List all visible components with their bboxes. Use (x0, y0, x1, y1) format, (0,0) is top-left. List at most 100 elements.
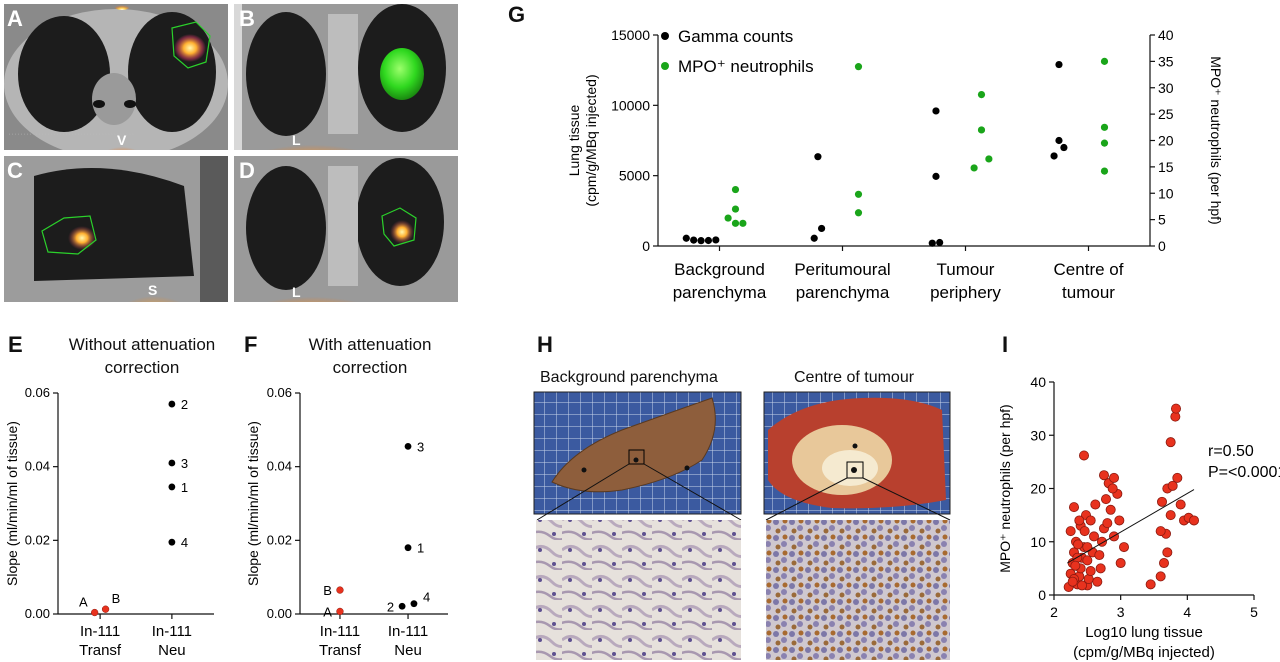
x-axis-label-line1: Log10 lung tissue (1085, 624, 1203, 641)
x-tick-label: Neu (394, 642, 422, 659)
data-point (101, 605, 110, 613)
y-tick-label: 0.06 (267, 385, 292, 400)
y-tick-label-right: 15 (1158, 159, 1174, 175)
histology-background-parenchyma (536, 520, 741, 660)
chart-i: 0 10 20 30 40 2 3 4 5 MPO⁺ neutrophils (per hpf) L… (997, 374, 1280, 661)
y-tick-label: 0.00 (267, 606, 292, 621)
x-tick-label: Centre of (1054, 260, 1124, 279)
data-point (168, 538, 176, 546)
data-point (168, 459, 176, 467)
y-tick-label: 0.02 (267, 532, 292, 547)
point-label: 3 (181, 456, 188, 471)
y-axis-label-left-line1: Lung tissue (566, 104, 582, 176)
annotation-p: P=<0.0001 (1208, 464, 1280, 481)
data-point (682, 234, 690, 242)
x-tick-label: In-111 (80, 623, 120, 640)
ct-scan-coronal-2 (234, 156, 458, 302)
data-point (854, 63, 863, 71)
data-point (1115, 558, 1126, 569)
point-label: A (79, 595, 88, 610)
x-tick-label: parenchyma (796, 283, 890, 302)
data-point (168, 400, 176, 408)
y-tick-label: 30 (1030, 427, 1046, 443)
data-point (1055, 136, 1063, 145)
data-point (817, 224, 826, 233)
data-point (1172, 472, 1183, 483)
chart-g: 0 5000 10000 15000 0 5 10 15 20 25 30 35 40 Lung tiss… (566, 27, 1224, 302)
data-point (1167, 480, 1178, 491)
x-tick-label: In-111 (388, 623, 428, 640)
data-point (932, 107, 940, 115)
histology-figure (533, 391, 951, 660)
organ-label: S (148, 282, 158, 298)
y-tick-label: 0.04 (267, 459, 292, 474)
panel-f-title: With attenuation correction (240, 333, 480, 379)
point-label: 4 (181, 535, 188, 550)
organ-label: V (117, 132, 127, 148)
chart-e: 0.00 0.02 0.04 0.06 Slope (ml/min/ml of tiss… (4, 385, 214, 659)
y-tick-label-right: 25 (1158, 106, 1174, 122)
data-point (1170, 403, 1181, 414)
panel-letter-g: G (508, 2, 526, 27)
point-label: A (323, 604, 332, 619)
data-point (731, 185, 740, 194)
point-label: 1 (181, 480, 188, 495)
title-line: With attenuation (308, 335, 432, 354)
data-point (1065, 526, 1076, 537)
data-point (91, 608, 99, 617)
data-point (1060, 143, 1068, 152)
panel-letter-e: E (8, 332, 23, 357)
y-tick-label: 40 (1030, 374, 1046, 390)
panel-letter-a: A (7, 6, 23, 31)
x-tick-label: 2 (1050, 604, 1058, 620)
x-tick-label: In-111 (320, 623, 360, 640)
chart-f: 0.00 0.02 0.04 0.06 Slope (ml/min/ml of tiss… (245, 385, 448, 659)
y-axis-label: Slope (ml/min/ml of tissue) (245, 421, 261, 586)
ct-scan-coronal (234, 4, 458, 150)
scan-metadata: ········································… (8, 132, 135, 138)
data-point (704, 236, 713, 245)
data-point (936, 238, 944, 247)
title-line: correction (332, 358, 408, 377)
data-point (404, 443, 412, 450)
y-tick-label-right: 30 (1158, 80, 1174, 96)
ct-image-b: L (234, 4, 458, 150)
y-tick-label-right: 35 (1158, 53, 1174, 69)
data-point (1073, 539, 1084, 550)
data-point (739, 219, 747, 227)
y-tick-label: 0.00 (25, 606, 50, 621)
y-tick-label-right: 20 (1158, 133, 1174, 149)
data-point (1085, 515, 1096, 526)
data-point (1100, 57, 1109, 65)
data-point (336, 586, 344, 594)
data-point (336, 607, 344, 616)
data-point (932, 172, 940, 180)
data-point (814, 153, 822, 161)
data-point (1102, 518, 1113, 529)
data-point (1055, 60, 1063, 69)
point-label: 2 (387, 599, 394, 614)
point-label: B (112, 591, 121, 606)
y-tick-label-right: 40 (1158, 27, 1174, 43)
point-label: B (323, 583, 332, 598)
data-point (1050, 152, 1058, 160)
y-tick-label: 0 (1038, 587, 1046, 603)
data-point (1158, 558, 1169, 569)
ct-image-a: V ······································… (4, 4, 228, 150)
data-point (731, 219, 740, 227)
y-tick-label-right: 10 (1158, 185, 1174, 201)
data-point (977, 126, 986, 134)
data-point (854, 209, 863, 217)
x-tick-label: Background (674, 260, 765, 279)
y-tick-label-left: 10000 (611, 97, 650, 113)
panel-letter-c: C (7, 158, 23, 183)
x-tick-label: periphery (930, 283, 1001, 302)
point-label: 1 (417, 541, 424, 556)
x-tick-label: 3 (1117, 604, 1125, 620)
data-point (1094, 550, 1105, 561)
title-line: Without attenuation (68, 335, 216, 354)
ct-scan-sagittal (4, 156, 228, 302)
y-axis-label: MPO⁺ neutrophils (per hpf) (997, 404, 1013, 572)
data-point (731, 205, 740, 213)
panel-letter-i: I (1002, 332, 1009, 357)
